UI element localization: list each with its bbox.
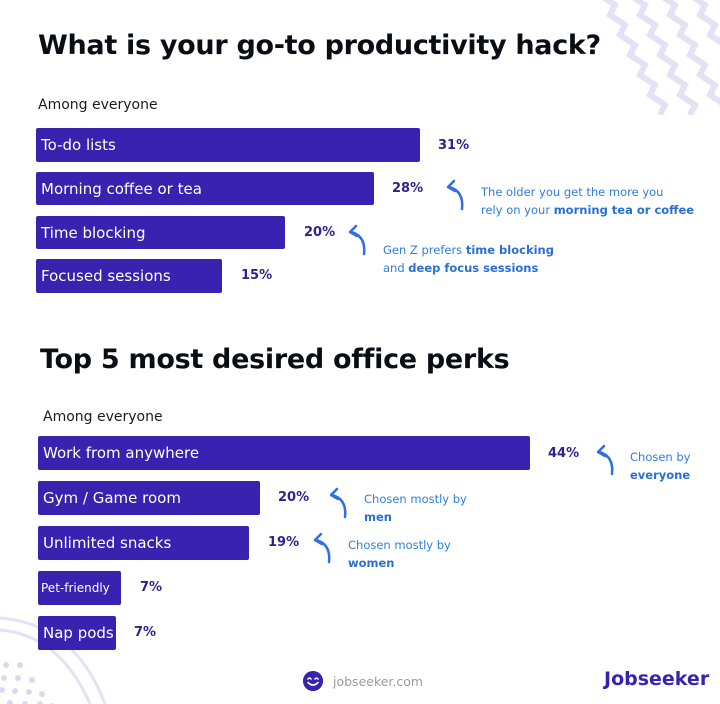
annotation-women: Chosen mostly by women	[348, 538, 451, 570]
bar-work-from-anywhere: Work from anywhere	[38, 436, 530, 470]
curved-arrow-icon	[313, 532, 331, 564]
brand-logo: Jobseeker	[604, 668, 710, 690]
bar-value: 20%	[304, 225, 336, 240]
bar-label: To-do lists	[41, 136, 116, 154]
website-url: jobseeker.com	[333, 673, 424, 689]
bar-label: Pet-friendly	[41, 581, 110, 595]
bar-unlimited-snacks: Unlimited snacks	[38, 526, 249, 560]
smiley-logo-icon	[303, 671, 323, 691]
annotation-everyone: Chosen by everyone	[630, 450, 691, 482]
bar-value: 7%	[140, 580, 163, 595]
chart2-subtitle: Among everyone	[43, 409, 163, 425]
bar-gym-game-room: Gym / Game room	[38, 481, 260, 515]
bar-value: 7%	[134, 625, 157, 640]
bar-pet-friendly: Pet-friendly	[38, 571, 121, 605]
bar-morning-coffee: Morning coffee or tea	[36, 172, 374, 205]
bar-todo-lists: To-do lists	[36, 128, 420, 162]
zigzag-decoration-icon	[602, 0, 720, 115]
bar-value: 20%	[278, 490, 310, 505]
bar-value: 15%	[241, 268, 273, 283]
annotation-men: Chosen mostly by men	[364, 492, 467, 524]
bar-label: Unlimited snacks	[43, 534, 172, 552]
chart1-title: What is your go-to productivity hack?	[38, 30, 601, 61]
footer-url: jobseeker.com	[303, 671, 423, 691]
bar-value: 28%	[392, 181, 424, 196]
chart2-title: Top 5 most desired office perks	[40, 344, 510, 375]
bar-label: Morning coffee or tea	[41, 179, 202, 198]
dotted-arc-decoration-icon	[0, 616, 107, 704]
bar-label: Time blocking	[41, 223, 146, 242]
bar-value: 31%	[438, 138, 470, 153]
chart1-subtitle: Among everyone	[38, 97, 158, 113]
curved-arrow-icon	[446, 179, 464, 211]
bar-label: Nap pods	[43, 624, 114, 642]
annotation-genz: Gen Z prefers time blocking and deep foc…	[383, 243, 554, 275]
bar-label: Gym / Game room	[43, 489, 181, 507]
bar-label: Work from anywhere	[43, 444, 200, 462]
bar-time-blocking: Time blocking	[36, 216, 285, 249]
bar-value: 44%	[548, 446, 580, 461]
bar-focused-sessions: Focused sessions	[36, 259, 222, 293]
curved-arrow-icon	[348, 224, 366, 256]
bar-label: Focused sessions	[41, 267, 171, 285]
bar-value: 19%	[268, 535, 300, 550]
bar-nap-pods: Nap pods	[38, 616, 116, 650]
curved-arrow-icon	[596, 444, 614, 476]
curved-arrow-icon	[329, 487, 347, 519]
annotation-coffee: The older you get the more you rely on y…	[481, 185, 695, 217]
